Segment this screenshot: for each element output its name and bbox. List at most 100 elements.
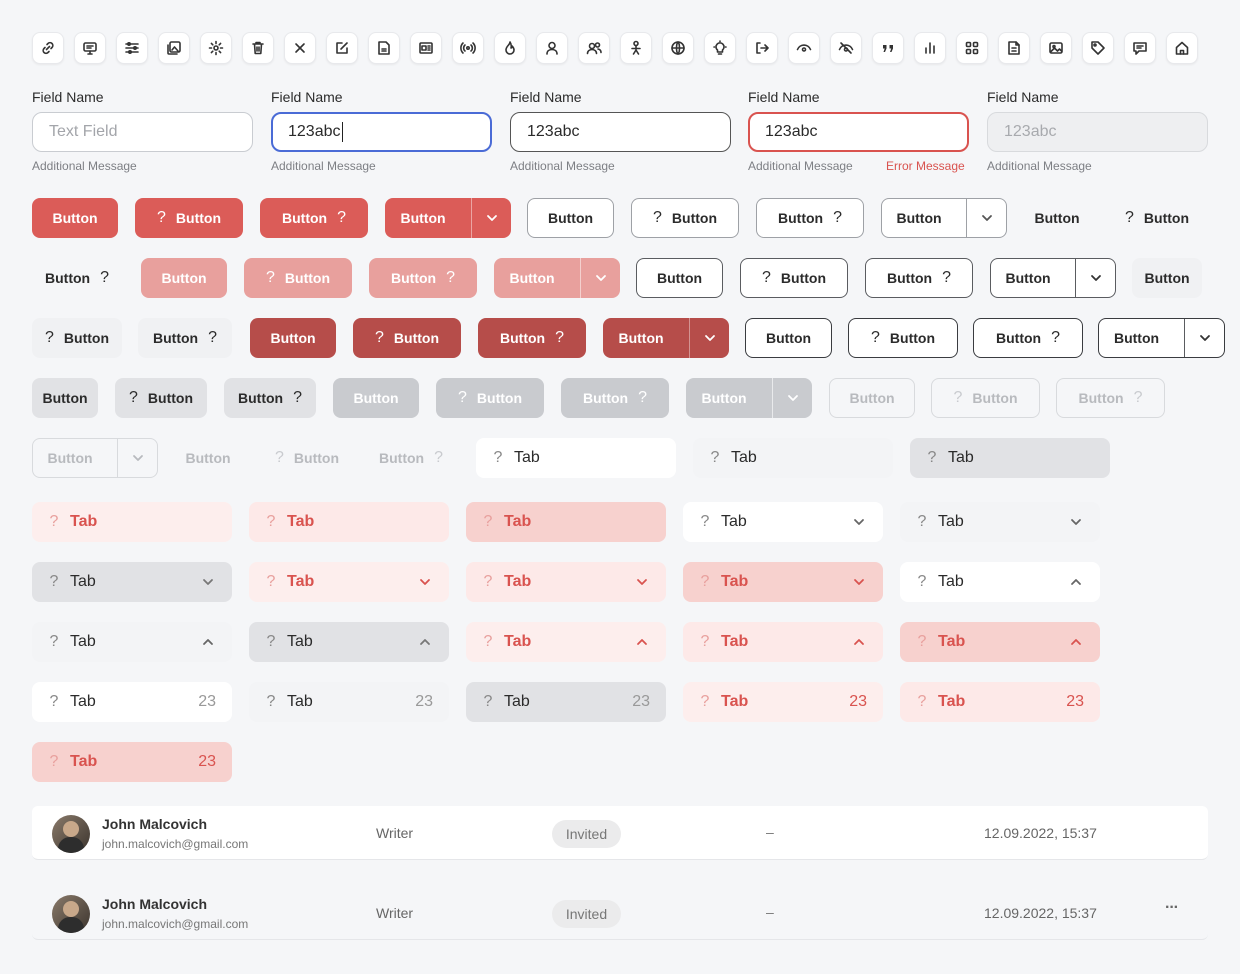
message-icon[interactable] bbox=[1124, 32, 1156, 64]
ghost-button-hover-icon-right[interactable]: Button? bbox=[138, 318, 232, 358]
monitor-icon[interactable] bbox=[74, 32, 106, 64]
newspaper-icon[interactable] bbox=[410, 32, 442, 64]
ghost-button-hover[interactable]: Button bbox=[1132, 258, 1202, 298]
globe-icon[interactable] bbox=[662, 32, 694, 64]
ghost-button-hover-icon-left[interactable]: ? Button bbox=[32, 318, 122, 358]
primary-button-light-icon-left[interactable]: ? Button bbox=[244, 258, 352, 298]
user-icon[interactable] bbox=[536, 32, 568, 64]
lightbulb-icon[interactable] bbox=[704, 32, 736, 64]
tab[interactable]: ? Tab bbox=[466, 502, 666, 542]
primary-button[interactable]: Button bbox=[32, 198, 118, 238]
table-row[interactable]: John Malcovich john.malcovich@gmail.com … bbox=[32, 886, 1208, 940]
bar-chart-icon[interactable] bbox=[914, 32, 946, 64]
image-icon[interactable] bbox=[1040, 32, 1072, 64]
outline-dark-button-icon-right[interactable]: Button? bbox=[865, 258, 973, 298]
tab[interactable]: ? Tab bbox=[693, 438, 893, 478]
chevron-down-icon[interactable] bbox=[689, 318, 729, 358]
primary-button-pressed[interactable]: Button bbox=[250, 318, 336, 358]
tab-dropdown[interactable]: ? Tab bbox=[466, 562, 666, 602]
tab-with-count[interactable]: ? Tab 23 bbox=[683, 682, 883, 722]
quote-icon[interactable] bbox=[872, 32, 904, 64]
primary-button-light[interactable]: Button bbox=[141, 258, 227, 298]
tab-with-count[interactable]: ? Tab 23 bbox=[249, 682, 449, 722]
gallery-icon[interactable] bbox=[158, 32, 190, 64]
close-icon[interactable] bbox=[284, 32, 316, 64]
broadcast-icon[interactable] bbox=[452, 32, 484, 64]
eye-off-icon[interactable] bbox=[830, 32, 862, 64]
tab-dropdown-open[interactable]: ? Tab bbox=[32, 622, 232, 662]
ghost-button-pressed-icon-left[interactable]: ? Button bbox=[115, 378, 207, 418]
outline-button-icon-right[interactable]: Button? bbox=[756, 198, 864, 238]
text-field-filled[interactable]: 123abc bbox=[510, 112, 731, 152]
fire-icon[interactable] bbox=[494, 32, 526, 64]
tab-dropdown-open[interactable]: ? Tab bbox=[683, 622, 883, 662]
tab-dropdown-open[interactable]: ? Tab bbox=[466, 622, 666, 662]
ghost-button[interactable]: Button bbox=[1034, 210, 1080, 226]
text-field-empty[interactable]: Text Field bbox=[32, 112, 253, 152]
tab-dropdown[interactable]: ? Tab bbox=[683, 502, 883, 542]
grid-icon[interactable] bbox=[956, 32, 988, 64]
primary-pressed-split-button[interactable]: Button bbox=[603, 318, 729, 358]
eye-icon[interactable] bbox=[788, 32, 820, 64]
outline-dark-button-icon-left[interactable]: ? Button bbox=[740, 258, 848, 298]
outline-pressed-button-icon-right[interactable]: Button? bbox=[973, 318, 1083, 358]
tab[interactable]: ? Tab bbox=[249, 502, 449, 542]
primary-button-icon-right[interactable]: Button? bbox=[260, 198, 368, 238]
users-icon[interactable] bbox=[578, 32, 610, 64]
user-email: john.malcovich@gmail.com bbox=[102, 917, 249, 931]
outline-button[interactable]: Button bbox=[527, 198, 614, 238]
outline-split-button[interactable]: Button bbox=[881, 198, 1007, 238]
tab[interactable]: ? Tab bbox=[910, 438, 1110, 478]
primary-button-icon-left[interactable]: ? Button bbox=[135, 198, 243, 238]
tab-dropdown-open[interactable]: ? Tab bbox=[900, 562, 1100, 602]
outline-dark-split-button[interactable]: Button bbox=[990, 258, 1116, 298]
tab-with-count[interactable]: ? Tab 23 bbox=[32, 682, 232, 722]
tab-dropdown-open[interactable]: ? Tab bbox=[249, 622, 449, 662]
trash-icon[interactable] bbox=[242, 32, 274, 64]
outline-button-icon-left[interactable]: ? Button bbox=[631, 198, 739, 238]
outline-pressed-split-button[interactable]: Button bbox=[1098, 318, 1225, 358]
news-icon[interactable] bbox=[368, 32, 400, 64]
tab-with-count[interactable]: ? Tab 23 bbox=[900, 682, 1100, 722]
outline-pressed-button-icon-left[interactable]: ? Button bbox=[848, 318, 958, 358]
primary-button-pressed-icon-left[interactable]: ? Button bbox=[353, 318, 461, 358]
tab-with-count[interactable]: ? Tab 23 bbox=[466, 682, 666, 722]
tab-dropdown[interactable]: ? Tab bbox=[900, 502, 1100, 542]
more-icon[interactable]: ··· bbox=[1165, 899, 1179, 916]
text-field-focused[interactable]: 123abc bbox=[271, 112, 492, 152]
tab[interactable]: ? Tab bbox=[32, 502, 232, 542]
person-icon[interactable] bbox=[620, 32, 652, 64]
primary-light-split-button[interactable]: Button bbox=[494, 258, 620, 298]
tab-dropdown[interactable]: ? Tab bbox=[249, 562, 449, 602]
tab-dropdown[interactable]: ? Tab bbox=[32, 562, 232, 602]
ghost-button-pressed[interactable]: Button bbox=[32, 378, 98, 418]
ghost-button-pressed-icon-right[interactable]: Button? bbox=[224, 378, 316, 418]
tab-dropdown[interactable]: ? Tab bbox=[683, 562, 883, 602]
ghost-button-icon-left[interactable]: ? Button bbox=[1125, 209, 1189, 226]
tag-icon[interactable] bbox=[1082, 32, 1114, 64]
chevron-down-icon[interactable] bbox=[580, 258, 620, 298]
primary-split-button[interactable]: Button bbox=[385, 198, 511, 238]
chevron-down-icon[interactable] bbox=[1075, 259, 1115, 297]
tab-dropdown-open[interactable]: ? Tab bbox=[900, 622, 1100, 662]
chevron-down-icon[interactable] bbox=[1184, 319, 1224, 357]
logout-icon[interactable] bbox=[746, 32, 778, 64]
home-icon[interactable] bbox=[1166, 32, 1198, 64]
edit-icon[interactable] bbox=[326, 32, 358, 64]
outline-pressed-button[interactable]: Button bbox=[745, 318, 832, 358]
question-icon: ? bbox=[917, 513, 927, 530]
ghost-button-icon-right[interactable]: Button? bbox=[45, 269, 109, 286]
text-field-error[interactable]: 123abc bbox=[748, 112, 969, 152]
document-icon[interactable] bbox=[998, 32, 1030, 64]
primary-button-light-icon-right[interactable]: Button? bbox=[369, 258, 477, 298]
tab[interactable]: ? Tab bbox=[476, 438, 676, 478]
primary-button-pressed-icon-right[interactable]: Button? bbox=[478, 318, 586, 358]
outline-dark-button[interactable]: Button bbox=[636, 258, 723, 298]
table-row[interactable]: John Malcovich john.malcovich@gmail.com … bbox=[32, 806, 1208, 860]
link-icon[interactable] bbox=[32, 32, 64, 64]
chevron-down-icon[interactable] bbox=[471, 198, 511, 238]
sliders-icon[interactable] bbox=[116, 32, 148, 64]
gear-icon[interactable] bbox=[200, 32, 232, 64]
chevron-down-icon[interactable] bbox=[966, 199, 1006, 237]
tab-with-count[interactable]: ? Tab 23 bbox=[32, 742, 232, 782]
